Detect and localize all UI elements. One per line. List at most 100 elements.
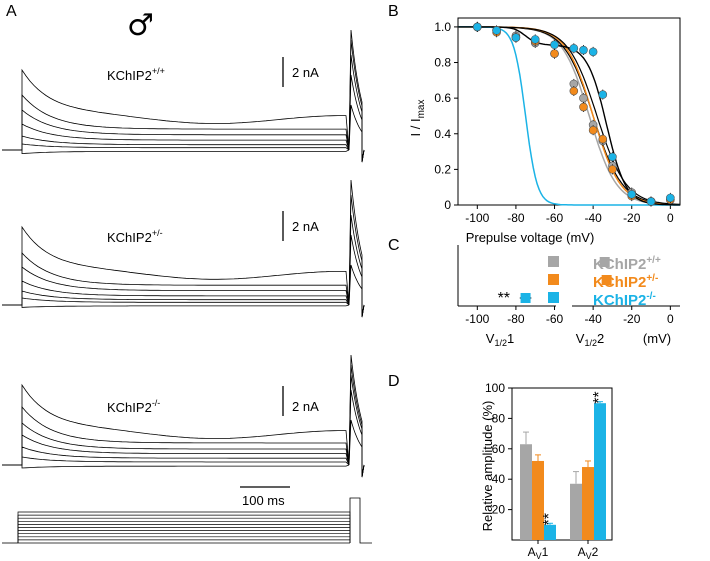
b-data-point xyxy=(598,134,608,144)
b-data-point xyxy=(646,197,656,206)
c-x-tick-label: -100 xyxy=(465,312,489,326)
tail-current xyxy=(348,374,365,478)
c-x-label-v1: V1/21 xyxy=(486,331,514,348)
d-significance-stars: ** xyxy=(541,513,558,525)
b-data-point xyxy=(473,22,482,32)
current-trace xyxy=(2,297,350,306)
d-significance-stars: ** xyxy=(591,391,608,403)
trace-set xyxy=(2,354,365,478)
d-axes-frame xyxy=(511,387,613,541)
c-x-units: (mV) xyxy=(643,331,671,346)
inactivation-plot: -100 -80 -60 -40 -20 0 0 0.2 0.4 0.6 0.8 1.0 xyxy=(434,17,681,225)
current-trace xyxy=(2,149,350,155)
amplitude-bar-chart: 20 40 60 80 100 AV1 AV2 ** ** xyxy=(485,381,613,561)
b-data-point xyxy=(579,102,588,112)
d-category-label: AV2 xyxy=(578,545,599,561)
current-trace xyxy=(2,464,350,469)
b-fit-curve xyxy=(458,26,680,206)
panel-c-letter: C xyxy=(388,237,400,254)
d-bar xyxy=(570,483,582,540)
d-y-tick-label: 40 xyxy=(492,472,506,486)
current-trace xyxy=(2,266,350,306)
current-trace xyxy=(2,109,350,151)
tail-current xyxy=(348,364,365,478)
c-x-tick-label: 0 xyxy=(667,312,674,326)
d-y-axis-label: Relative amplitude (%) xyxy=(480,401,495,532)
current-trace xyxy=(2,405,350,466)
d-bar xyxy=(532,460,544,540)
current-trace xyxy=(2,422,350,466)
b-data-point xyxy=(492,26,501,35)
current-trace xyxy=(2,68,350,151)
current-trace xyxy=(2,383,350,466)
b-y-tick-label: 0.6 xyxy=(434,91,451,105)
c-x-tick-label: -60 xyxy=(546,312,564,326)
protocol-step xyxy=(17,533,351,543)
d-y-tick-label: 60 xyxy=(492,442,506,456)
time-scale-label: 100 ms xyxy=(242,493,285,508)
b-data-point xyxy=(579,93,588,103)
tail-current xyxy=(348,104,365,163)
b-y-tick-label: 0 xyxy=(444,198,451,212)
c-x-tick-label: -20 xyxy=(623,312,641,326)
trace-set xyxy=(2,29,365,163)
b-data-point xyxy=(530,35,540,44)
voltage-protocol xyxy=(2,497,372,544)
trace-label-wt: KChIP2+/+ xyxy=(107,66,165,83)
d-y-tick-label: 80 xyxy=(492,411,506,425)
b-x-tick-label: -60 xyxy=(546,211,564,225)
current-trace xyxy=(2,93,350,151)
c-x-tick-label: -40 xyxy=(584,312,602,326)
b-y-axis-label: I / Imax xyxy=(408,100,427,137)
b-data-point xyxy=(579,45,588,55)
trace-label-het: KChIP2+/- xyxy=(107,228,163,245)
b-axes-frame xyxy=(457,17,681,206)
tail-current xyxy=(348,74,365,163)
current-trace xyxy=(2,446,350,466)
legend-swatch xyxy=(548,256,559,267)
b-data-point xyxy=(588,47,598,57)
b-data-point xyxy=(608,152,617,162)
current-trace xyxy=(2,280,350,306)
current-scale-label-wt: 2 nA xyxy=(292,65,319,80)
b-data-point xyxy=(588,125,598,135)
tail-current xyxy=(348,389,365,478)
d-y-tick-label: 20 xyxy=(492,503,506,517)
b-y-tick-label: 0.8 xyxy=(434,56,451,70)
legend: KChIP2+/+ KChIP2+/- KChIP2-/- xyxy=(593,255,661,309)
legend-label-wt: KChIP2+/+ xyxy=(593,255,661,273)
tail-current xyxy=(348,54,365,163)
tail-current xyxy=(348,194,365,318)
b-y-tick-label: 0.2 xyxy=(434,162,451,176)
d-bar xyxy=(520,444,532,540)
current-trace xyxy=(2,456,350,466)
b-data-point xyxy=(550,49,559,58)
current-trace xyxy=(2,135,350,151)
b-data-point xyxy=(608,165,617,174)
trace-label-ko: KChIP2-/- xyxy=(107,398,160,415)
b-x-tick-label: -20 xyxy=(623,211,641,225)
b-x-tick-label: -100 xyxy=(465,211,489,225)
male-symbol-icon: ♂ xyxy=(127,8,154,43)
tail-current xyxy=(348,214,365,318)
legend-swatch xyxy=(548,292,559,303)
tail-current xyxy=(348,29,365,163)
d-category-label: AV1 xyxy=(528,545,549,561)
b-x-tick-label: -40 xyxy=(584,211,602,225)
d-bar xyxy=(582,467,594,540)
current-trace xyxy=(2,434,350,466)
current-trace xyxy=(2,304,350,308)
c-data-point xyxy=(520,293,531,303)
current-scale-label-het: 2 nA xyxy=(292,219,319,234)
protocol-step xyxy=(17,514,351,543)
panel-d-letter: D xyxy=(388,373,400,390)
panel-b-letter: B xyxy=(388,3,399,20)
c-x-tick-label: -80 xyxy=(507,312,525,326)
tail-current xyxy=(348,354,365,478)
current-trace xyxy=(2,290,350,306)
tail-current xyxy=(348,179,365,318)
current-trace xyxy=(2,252,350,306)
b-data-point xyxy=(569,43,579,53)
tail-current xyxy=(348,234,365,318)
